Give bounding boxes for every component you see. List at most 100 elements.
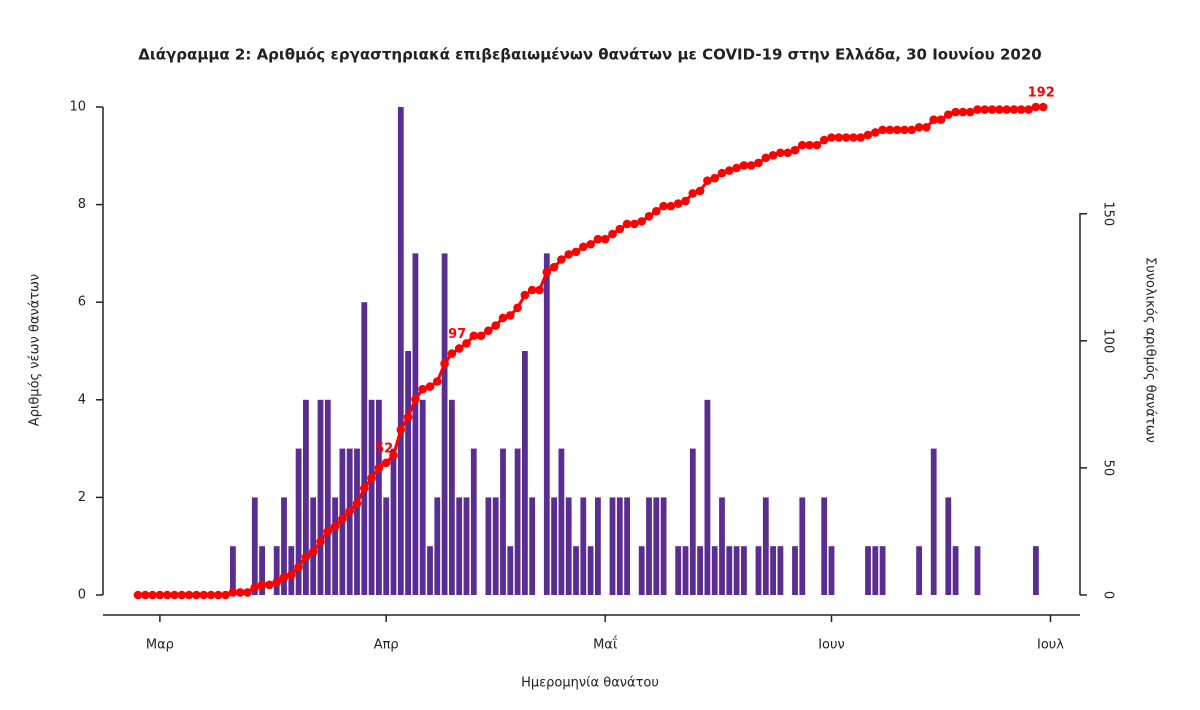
line-point — [652, 206, 661, 216]
bar — [609, 497, 616, 595]
line-point — [184, 590, 194, 600]
line-point — [330, 522, 340, 531]
bar — [726, 546, 733, 595]
bar — [251, 497, 258, 595]
line-point — [739, 161, 749, 170]
line-point — [608, 229, 617, 239]
y2-tick-label: 0 — [1101, 591, 1116, 599]
bar — [492, 497, 499, 595]
bar — [675, 546, 682, 595]
line-point — [506, 311, 515, 320]
line-point — [192, 590, 201, 600]
line-point — [162, 590, 172, 600]
line-point — [980, 105, 990, 114]
line-point — [929, 115, 938, 125]
line-point — [513, 303, 522, 313]
value-label: 52 — [375, 441, 393, 456]
bar — [419, 399, 426, 595]
bar — [230, 546, 236, 595]
line-point — [155, 590, 165, 600]
bar — [952, 546, 959, 595]
line-point — [834, 133, 844, 142]
line-point — [170, 590, 179, 600]
line-point — [615, 224, 625, 234]
bar — [792, 546, 798, 595]
line-point — [849, 133, 858, 142]
line-point — [235, 588, 245, 597]
y2-tick-label: 50 — [1101, 460, 1116, 477]
line-point — [243, 588, 252, 597]
line-point — [141, 590, 150, 600]
y2-tick-label: 100 — [1101, 328, 1116, 353]
line-point — [549, 262, 559, 272]
line-point — [535, 285, 544, 295]
bar — [930, 448, 937, 595]
line-point — [944, 110, 953, 119]
line-point — [761, 153, 771, 163]
bar — [741, 546, 747, 595]
line-point — [922, 123, 931, 132]
y-tick-label: 10 — [69, 100, 86, 115]
line-point — [564, 250, 573, 259]
line-point — [783, 148, 792, 158]
line-point — [987, 105, 997, 114]
line-point — [228, 588, 238, 597]
x-tick-label: Ιουν — [818, 638, 845, 653]
line-point — [389, 450, 398, 460]
line-point — [571, 247, 581, 257]
bar — [456, 497, 463, 595]
line-point — [673, 199, 683, 208]
line-point — [338, 514, 347, 524]
line-point — [433, 377, 442, 386]
x-tick-label: Μαρ — [146, 638, 174, 653]
line-point — [257, 580, 267, 590]
bar — [573, 546, 579, 595]
line-point — [768, 150, 778, 160]
line-point — [878, 125, 887, 135]
line-point — [462, 339, 471, 348]
bar — [821, 497, 828, 595]
bar — [638, 546, 645, 595]
line-point — [454, 344, 464, 353]
line-point — [703, 176, 712, 186]
line-point — [746, 161, 756, 170]
bar — [441, 253, 448, 595]
line-point — [520, 290, 530, 300]
line-point — [287, 570, 296, 579]
y-tick-label: 8 — [78, 197, 86, 212]
bar — [595, 497, 601, 595]
bar — [660, 497, 667, 595]
line-point — [586, 239, 595, 249]
bar — [485, 497, 492, 595]
y-axis-title: Αριθμός νέων θανάτων — [28, 274, 43, 426]
line-point — [666, 201, 676, 211]
bar — [529, 497, 536, 595]
line-point — [892, 125, 902, 135]
x-tick-label: Ιουλ — [1037, 638, 1064, 653]
bar — [704, 399, 711, 595]
value-label: 97 — [448, 327, 466, 342]
y2-axis-title: Συνολικός αριθμός θανάτων — [1143, 257, 1158, 443]
line-point — [425, 382, 435, 391]
line-point — [732, 163, 741, 173]
line-point — [776, 148, 785, 158]
bar — [514, 448, 521, 595]
line-point — [411, 394, 420, 404]
bar — [310, 497, 317, 595]
line-point — [805, 140, 814, 150]
bar — [755, 546, 762, 595]
line-point — [951, 107, 960, 117]
bar — [770, 546, 776, 595]
line-point — [374, 463, 384, 473]
bar — [273, 546, 280, 595]
bar — [682, 546, 689, 595]
line-point — [557, 255, 566, 264]
line-point — [206, 590, 216, 600]
line-point — [1031, 102, 1041, 112]
line-point — [790, 145, 800, 155]
line-point — [484, 326, 493, 335]
line-point — [345, 506, 355, 516]
line-point — [214, 590, 223, 600]
line-point — [936, 115, 946, 125]
line-point — [637, 217, 646, 226]
